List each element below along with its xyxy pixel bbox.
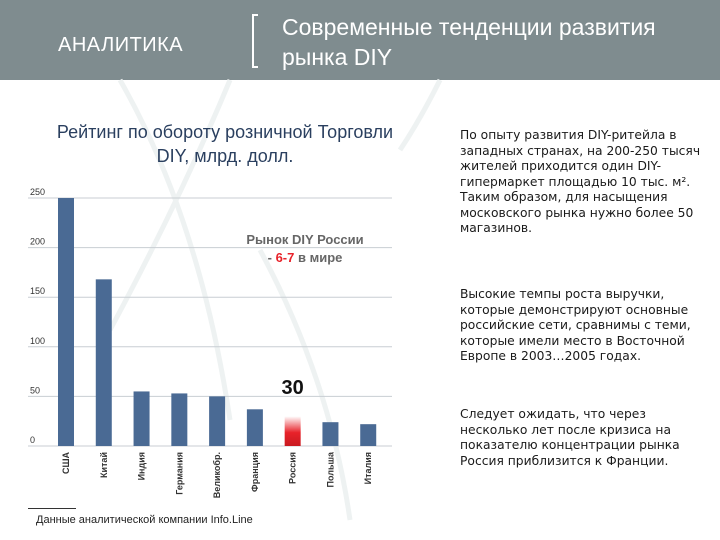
bar-7 [284,416,301,446]
page-title: Современные тенденции развития рынка DIY [282,14,656,70]
y-tick-label: 200 [30,237,45,247]
highlight-value-label: 30 [282,377,304,399]
section-label: АНАЛИТИКА [58,34,184,56]
x-tick-label: США [61,452,71,475]
x-tick-label: Германия [174,452,184,495]
annotation-rank: 6-7 [276,250,295,265]
chart-title: Рейтинг по обороту розничной Торговли DI… [56,122,394,166]
bar-8 [322,422,339,446]
x-tick-label: Италия [363,452,373,484]
paragraph-3: Следует ожидать, что через несколько лет… [460,407,680,468]
y-tick-label: 250 [30,187,45,197]
paragraph-2: Высокие темпы роста выручки, которые дем… [460,287,691,363]
bar-9 [360,424,377,446]
x-tick-label: Россия [288,452,298,484]
y-tick-label: 100 [30,336,45,346]
footnote: Данные аналитической компании Info.Line [36,514,253,526]
bar-1 [58,198,74,446]
annotation-line-2: - 6-7 в мире [268,250,343,265]
x-tick-label: Великобр. [212,452,222,498]
bar-5 [209,396,226,446]
y-tick-label: 150 [30,286,45,296]
bar-6 [246,409,263,446]
annotation-suffix: в мире [294,250,342,265]
y-tick-label: 0 [30,435,35,445]
x-tick-label: Польша [325,451,335,487]
header-bar: АНАЛИТИКА Современные тенденции развития… [0,0,720,80]
bar-2 [95,279,112,446]
bar-3 [133,391,150,446]
bar-chart: 0 50 100 150 200 250 США Китай Индия Германия Вели… [28,187,392,498]
x-tick-label: Франция [250,452,260,492]
annotation-line-1: Рынок DIY России [246,232,363,247]
x-tick-label: Индия [137,452,147,480]
x-tick-label: Китай [99,452,109,478]
footnote-rule [28,508,76,509]
y-tick-label: 50 [30,385,40,395]
annotation-prefix: - [268,250,276,265]
paragraph-1: По опыту развития DIY-ритейла в западных… [460,128,701,235]
header-divider [252,14,258,68]
bar-4 [171,393,188,446]
